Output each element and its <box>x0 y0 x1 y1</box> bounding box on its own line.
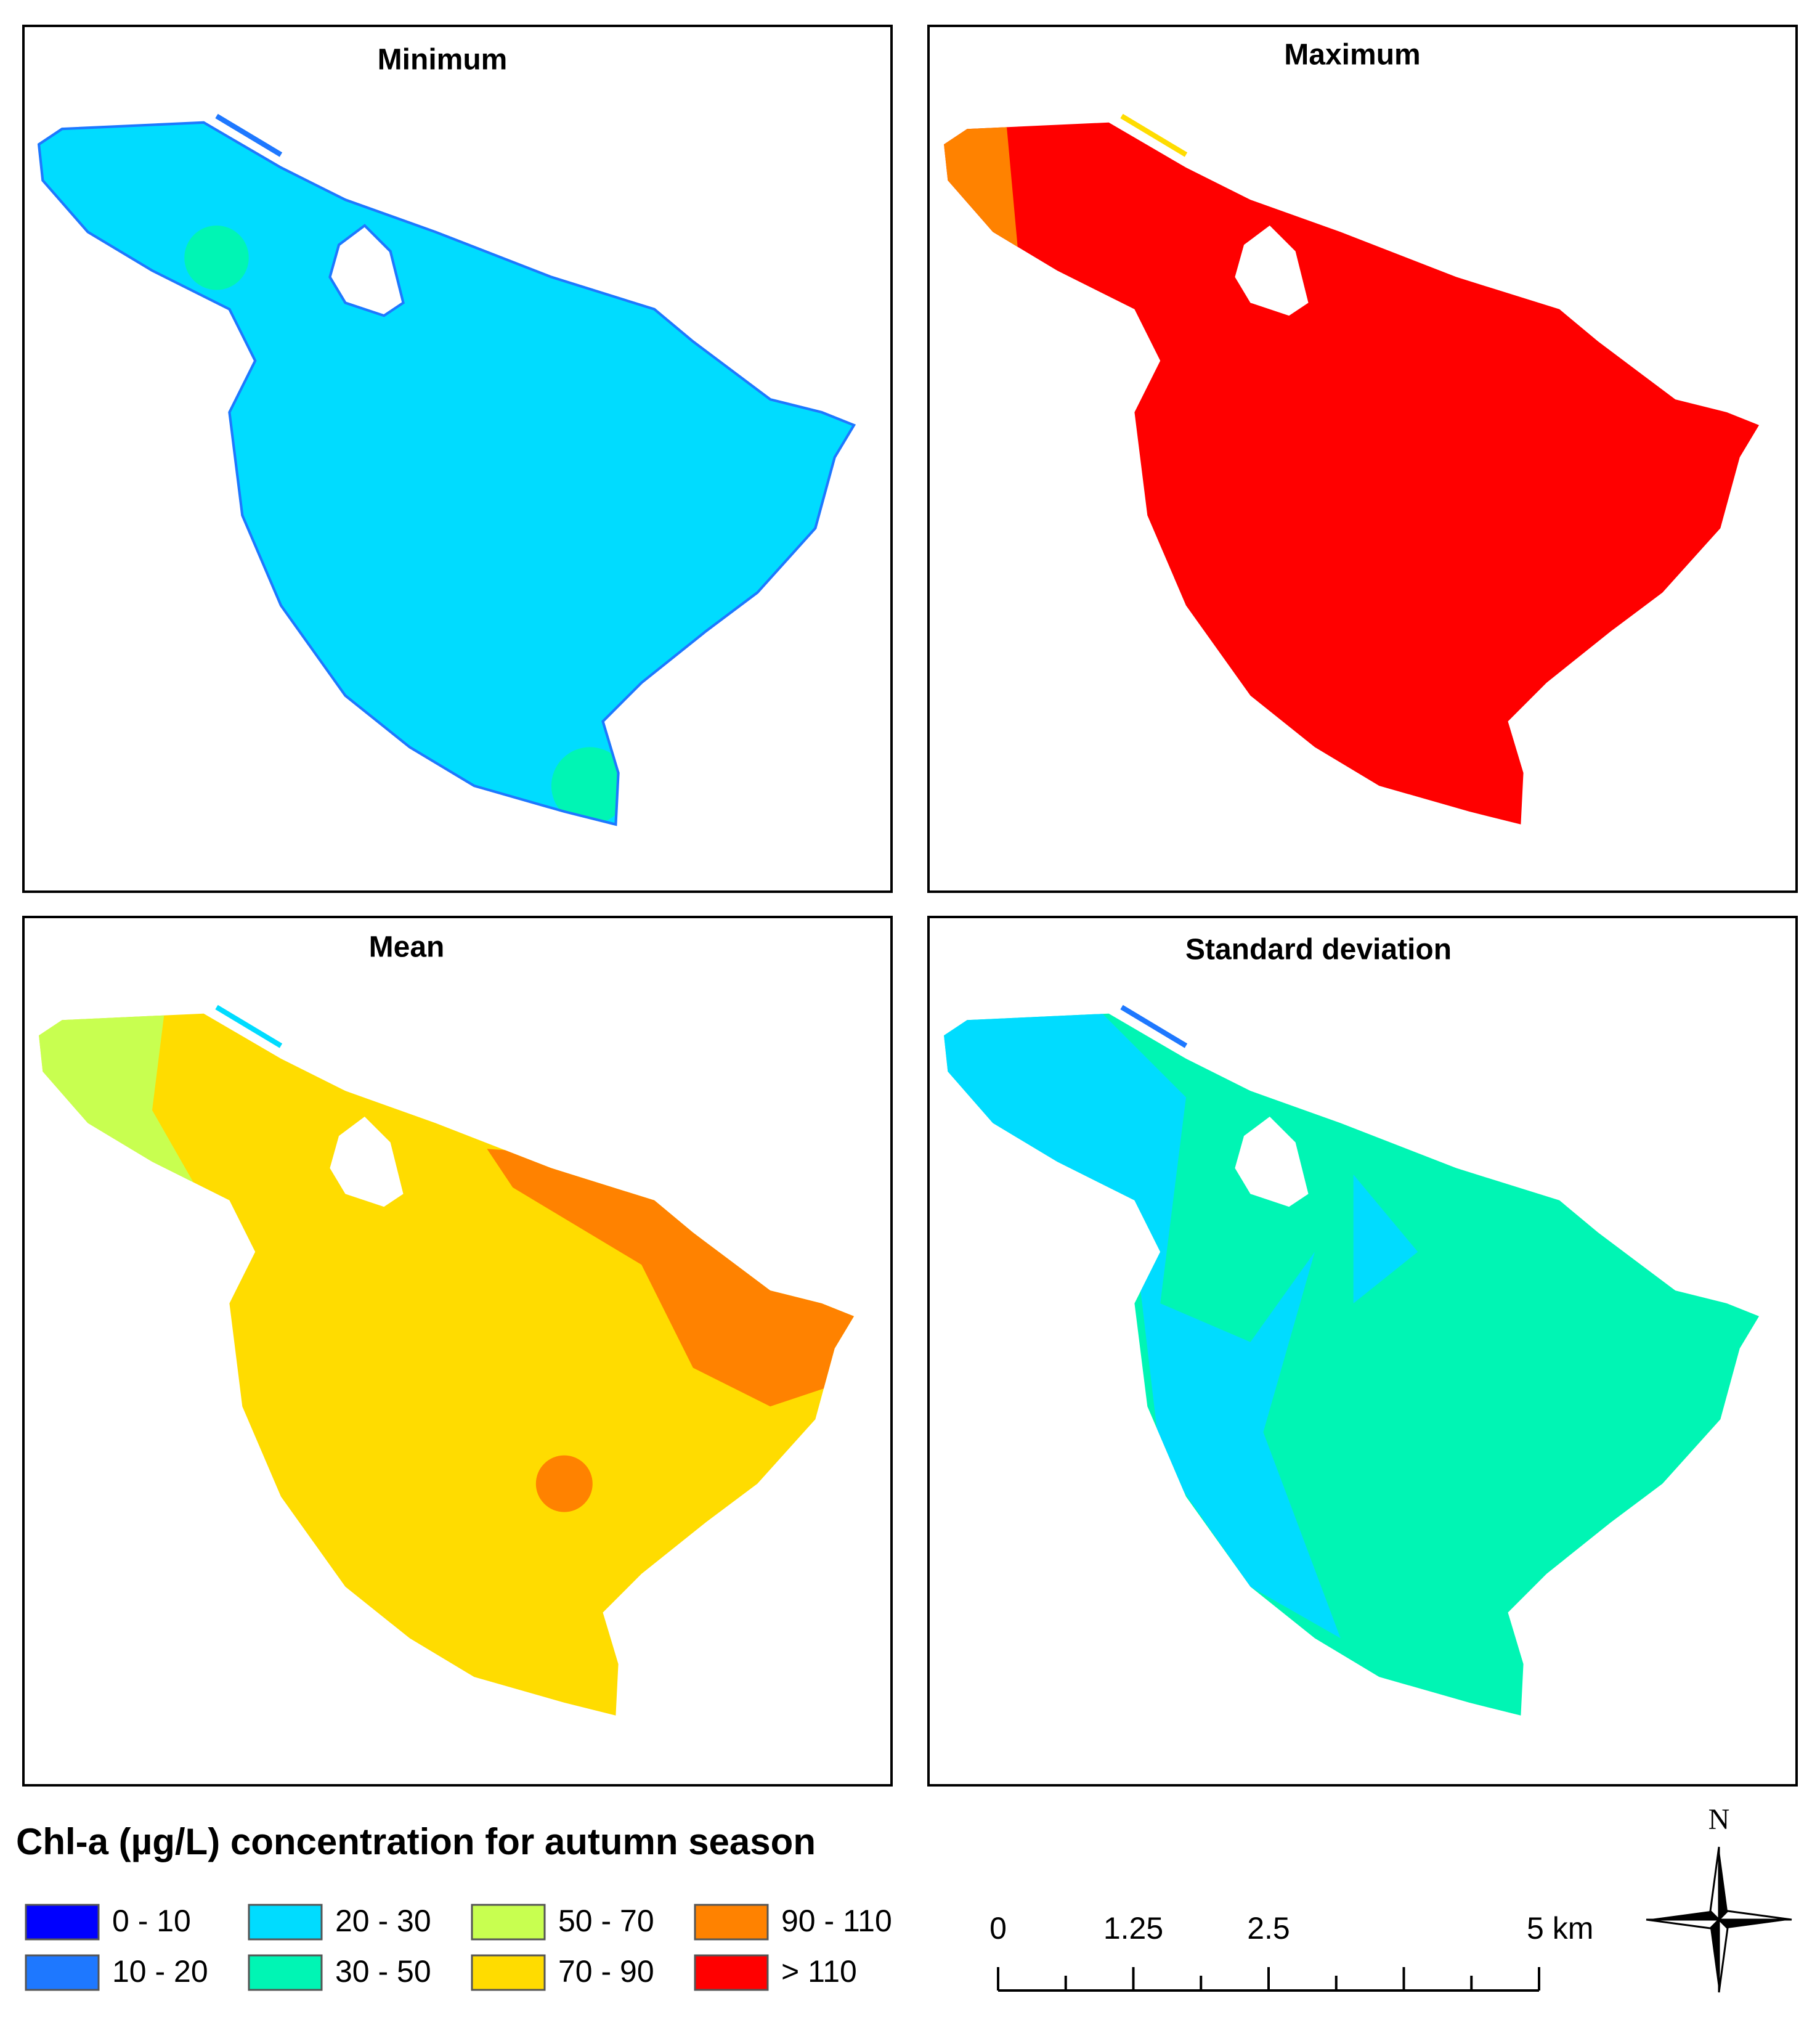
legend-title: Chl-a (µg/L) concentration for autumn se… <box>16 1821 816 1862</box>
legend-swatch <box>471 1904 546 1941</box>
scale-label: 2.5 <box>1247 1911 1290 1946</box>
scale-label: 5 km <box>1527 1911 1593 1946</box>
legend-swatch <box>25 1904 100 1941</box>
panel-title: Standard deviation <box>1185 934 1452 966</box>
legend-label: 30 - 50 <box>335 1954 431 1989</box>
north-arrow: N <box>1646 1803 1792 1993</box>
legend-swatch <box>248 1954 323 1991</box>
lake-map <box>39 113 854 825</box>
legend-label: 90 - 110 <box>781 1904 892 1938</box>
legend-swatch <box>248 1904 323 1941</box>
scale-bar: 0 1.25 2.5 5 km <box>989 1911 1593 1992</box>
lake-map <box>944 113 1760 825</box>
lake-map <box>944 1004 1760 1716</box>
panel-frame <box>927 25 1798 893</box>
panel-frame <box>22 25 893 893</box>
panel-title: Maximum <box>1284 39 1420 71</box>
legend-label: 0 - 10 <box>112 1904 191 1938</box>
legend-swatch <box>694 1954 769 1991</box>
panel-title: Minimum <box>378 44 508 76</box>
north-label: N <box>1708 1803 1730 1836</box>
legend-swatch <box>694 1904 769 1941</box>
legend-label: 20 - 30 <box>335 1904 431 1938</box>
scale-label: 0 <box>989 1911 1007 1946</box>
lake-map <box>39 1004 855 1716</box>
legend: 0 - 10 10 - 20 20 - 30 30 - 50 50 - 70 70 - 9… <box>25 1904 892 1991</box>
panel-frame <box>927 916 1798 1787</box>
legend-swatch <box>25 1954 100 1991</box>
legend-label: 70 - 90 <box>558 1954 654 1989</box>
legend-label: 50 - 70 <box>558 1904 654 1938</box>
legend-label: > 110 <box>781 1954 857 1989</box>
panel-title: Mean <box>369 931 445 964</box>
legend-label: 10 - 20 <box>112 1954 208 1989</box>
legend-swatch <box>471 1954 546 1991</box>
scale-label: 1.25 <box>1103 1911 1163 1946</box>
panel-frame <box>22 916 893 1787</box>
